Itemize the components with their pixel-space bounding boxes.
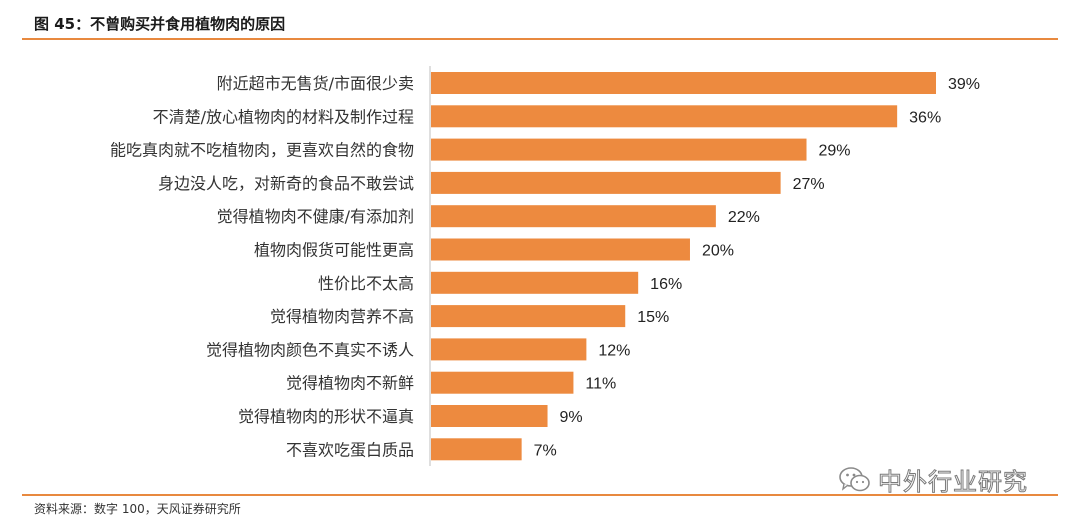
category-label: 性价比不太高	[318, 274, 414, 293]
category-label: 植物肉假货可能性更高	[254, 241, 414, 260]
value-label: 11%	[585, 376, 616, 393]
bar	[431, 171, 781, 194]
category-label: 附近超市无售货/市面很少卖	[217, 74, 414, 93]
watermark: 中外行业研究	[838, 462, 1028, 497]
value-label: 36%	[909, 109, 941, 126]
category-label: 觉得植物肉的形状不逼真	[238, 407, 414, 426]
figure-title: 图 45：不曾购买并食用植物肉的原因	[34, 15, 286, 33]
bar	[431, 271, 639, 294]
category-label: 觉得植物肉营养不高	[270, 307, 414, 326]
bar	[431, 138, 807, 161]
category-label: 不清楚/放心植物肉的材料及制作过程	[153, 107, 414, 126]
value-label: 12%	[598, 342, 630, 359]
watermark-text: 中外行业研究	[878, 468, 1028, 497]
bottom-rule	[22, 494, 1058, 496]
bar	[431, 338, 587, 361]
value-label: 7%	[534, 442, 557, 459]
value-label: 15%	[637, 309, 669, 326]
bar	[431, 72, 936, 94]
category-label: 不喜欢吃蛋白质品	[286, 440, 414, 459]
category-label: 觉得植物肉颜色不真实不诱人	[206, 340, 414, 359]
source-note: 资料来源：数字 100，天风证券研究所	[34, 502, 241, 516]
bar	[431, 205, 716, 228]
bar	[431, 405, 548, 427]
value-label: 27%	[793, 176, 825, 193]
value-label: 9%	[560, 409, 583, 426]
bar	[431, 305, 626, 328]
value-label: 39%	[948, 76, 980, 93]
value-label: 29%	[819, 143, 851, 160]
category-label: 觉得植物肉不新鲜	[286, 374, 414, 393]
wechat-icon	[839, 466, 870, 491]
value-label: 20%	[702, 243, 734, 260]
category-label: 能吃真肉就不吃植物肉，更喜欢自然的食物	[110, 141, 414, 160]
category-label: 觉得植物肉不健康/有添加剂	[217, 207, 414, 226]
bar	[431, 438, 522, 461]
value-label: 16%	[650, 276, 682, 293]
bar	[431, 238, 690, 261]
bar	[431, 105, 898, 128]
value-label: 22%	[728, 209, 760, 226]
category-label: 身边没人吃，对新奇的食品不敢尝试	[158, 174, 414, 193]
title-rule	[22, 38, 1058, 40]
bar	[431, 371, 574, 394]
